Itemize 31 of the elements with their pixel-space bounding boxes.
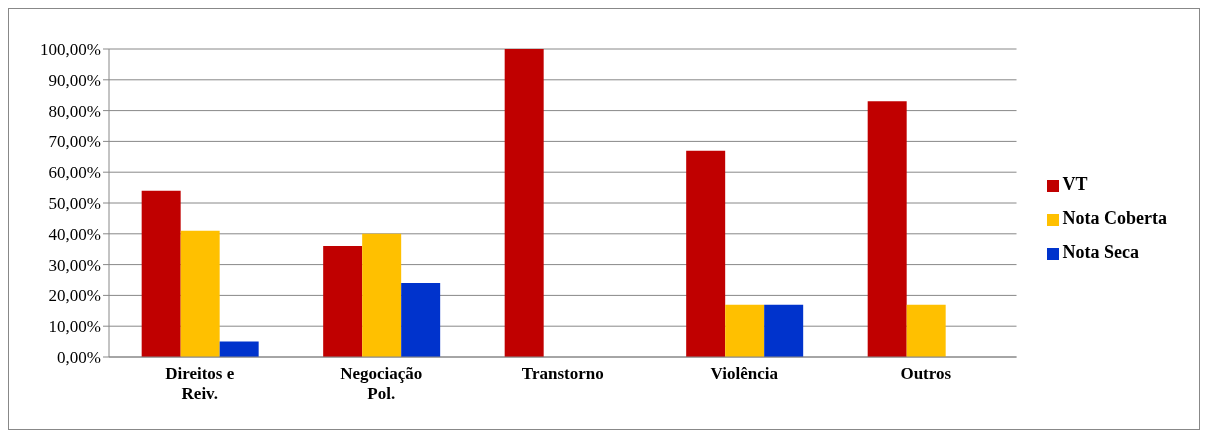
y-tick-label: 40,00%: [48, 224, 101, 244]
x-tick-label: Outros: [900, 364, 952, 383]
bar: [867, 101, 907, 357]
bar: [141, 190, 181, 357]
bar: [764, 304, 804, 357]
y-tick-label: 70,00%: [48, 132, 101, 152]
bar: [219, 341, 259, 357]
legend-label: VT: [1062, 174, 1088, 194]
legend-label: Nota Coberta: [1062, 208, 1167, 228]
y-tick-label: 50,00%: [48, 194, 101, 214]
y-tick-label: 60,00%: [48, 163, 101, 183]
x-tick-label: Violência: [710, 364, 779, 383]
y-tick-label: 10,00%: [48, 317, 101, 337]
legend-label: Nota Seca: [1062, 242, 1139, 262]
bar: [686, 150, 726, 357]
y-tick-label: 20,00%: [48, 286, 101, 306]
bar: [362, 233, 402, 357]
y-tick-label: 0,00%: [57, 348, 101, 368]
bar: [401, 283, 441, 357]
x-tick-label: Direitos e Reiv.: [165, 364, 235, 403]
y-tick-label: 100,00%: [40, 40, 101, 60]
y-tick-label: 90,00%: [48, 70, 101, 90]
bar: [504, 49, 544, 357]
bar: [725, 304, 765, 357]
y-tick-label: 80,00%: [48, 101, 101, 121]
bar: [906, 304, 946, 357]
bar: [180, 230, 220, 357]
x-tick-label: Negociação Pol.: [340, 364, 423, 403]
y-tick-label: 30,00%: [48, 255, 101, 275]
x-tick-label: Transtorno: [521, 364, 604, 383]
bar: [323, 246, 363, 357]
